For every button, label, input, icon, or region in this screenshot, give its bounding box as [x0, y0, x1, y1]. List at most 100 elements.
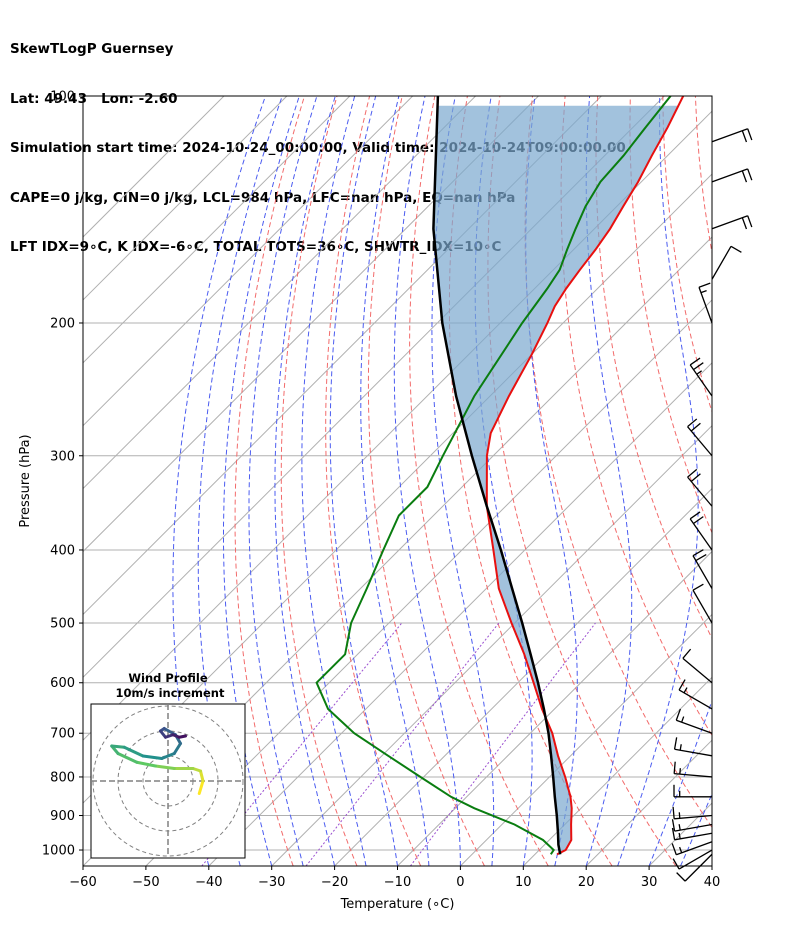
x-tick-label: 30	[641, 875, 658, 890]
dry-adiabat-line	[409, 96, 549, 866]
dry-adiabat-line	[728, 96, 794, 866]
x-tick-label: −40	[195, 875, 222, 890]
x-tick-label: 0	[456, 875, 464, 890]
hodograph-segment	[122, 745, 145, 758]
parcel-line	[432, 96, 562, 855]
isotherm-line	[145, 299, 712, 866]
hodograph-segment	[141, 754, 164, 760]
moist-adiabat-line	[648, 699, 712, 866]
mixing-ratio-line	[409, 622, 596, 866]
wind-barb	[687, 468, 713, 507]
isotherm-line	[83, 96, 288, 301]
cape-cin-area	[433, 105, 679, 855]
isotherm-line	[83, 96, 351, 364]
isotherm-line	[83, 96, 476, 490]
dry-adiabat-line	[367, 96, 485, 866]
y-tick-label: 500	[50, 617, 75, 632]
isotherm-line	[334, 487, 712, 866]
mixing-ratio-line	[305, 622, 500, 866]
wind-barb	[698, 282, 713, 324]
y-tick-label: 100	[50, 90, 75, 105]
hodograph-segment	[116, 752, 139, 764]
hodograph-segment	[154, 764, 176, 770]
x-tick-label: −60	[69, 875, 96, 890]
moist-adiabat-line	[360, 96, 430, 866]
hodograph-segment	[172, 742, 182, 755]
wind-barb	[711, 168, 753, 183]
hodograph-segment	[110, 744, 126, 749]
isotherm-line	[397, 550, 712, 866]
wind-barb	[675, 708, 713, 734]
wind-barb	[673, 737, 713, 757]
dewpoint-line	[315, 96, 672, 855]
isotherm-line	[83, 96, 225, 238]
x-tick-label: −20	[321, 875, 348, 890]
hodograph-segment	[199, 769, 205, 783]
wind-barb	[671, 819, 713, 832]
y-axis-label: Pressure (hPa)	[18, 434, 33, 527]
x-tick-label: −10	[384, 875, 411, 890]
hodograph-segment	[135, 760, 157, 768]
dry-adiabat-line	[325, 96, 422, 866]
wind-barb	[673, 761, 713, 778]
wind-barb	[676, 853, 713, 882]
moist-adiabat-line	[197, 96, 283, 866]
isotherm-line	[83, 96, 414, 427]
x-tick-label: −30	[258, 875, 285, 890]
isotherm-line	[648, 802, 712, 866]
moist-adiabat-line	[431, 96, 495, 866]
title-station: SkewTLogP Guernsey	[10, 41, 174, 57]
moist-adiabat-line	[223, 96, 300, 866]
y-tick-label: 800	[50, 770, 75, 785]
wind-barb	[692, 583, 713, 624]
wind-barb	[678, 679, 713, 710]
y-tick-label: 700	[50, 727, 75, 742]
moist-adiabat-line	[329, 96, 398, 866]
wind-barb	[711, 215, 753, 230]
dry-adiabat-line	[560, 96, 712, 737]
dry-adiabat-line	[662, 96, 712, 414]
wind-barb	[689, 511, 713, 551]
wind-barb	[671, 827, 713, 841]
wind-barb	[711, 128, 753, 143]
moist-adiabat-line	[617, 96, 699, 866]
moist-adiabat-line	[711, 864, 712, 866]
isotherm-line	[271, 424, 712, 866]
dry-adiabat-line	[448, 96, 613, 866]
isotherm-line	[711, 865, 712, 866]
mixing-ratio-line	[201, 622, 403, 866]
isotherm-line	[83, 96, 539, 553]
moist-adiabat-line	[585, 96, 633, 866]
isotherm-line	[522, 676, 712, 866]
wind-barb	[689, 357, 713, 397]
moist-adiabat-line	[172, 96, 266, 866]
hodograph-title: Wind Profile	[128, 671, 208, 685]
wind-barb	[692, 549, 713, 589]
y-tick-label: 200	[50, 316, 75, 331]
dry-adiabat-line	[595, 96, 712, 640]
y-tick-label: 900	[50, 809, 75, 824]
dry-adiabat-line	[761, 96, 794, 866]
moist-adiabat-line	[301, 96, 367, 866]
moist-adiabat-line	[680, 792, 712, 866]
hodograph-subtitle: 10m/s increment	[116, 686, 225, 700]
x-tick-label: 10	[515, 875, 532, 890]
moist-adiabat-line	[274, 96, 336, 866]
wind-barb	[672, 806, 713, 820]
wind-barb	[671, 841, 713, 856]
y-tick-label: 1000	[42, 844, 75, 859]
wind-barb	[711, 245, 742, 280]
dry-adiabat-line	[524, 96, 712, 829]
y-tick-label: 400	[50, 543, 75, 558]
title-location: Lat: 49.43 Lon: -2.60	[10, 90, 178, 107]
wind-barb	[682, 648, 713, 684]
dry-adiabat-line	[234, 96, 305, 866]
x-tick-label: 40	[704, 875, 721, 890]
moist-adiabat-line	[248, 96, 318, 866]
dry-adiabat-line	[694, 96, 712, 256]
y-tick-label: 300	[50, 449, 75, 464]
dry-adiabat-line	[280, 96, 358, 866]
hodograph-segment	[160, 752, 176, 760]
x-tick-label: 20	[578, 875, 595, 890]
